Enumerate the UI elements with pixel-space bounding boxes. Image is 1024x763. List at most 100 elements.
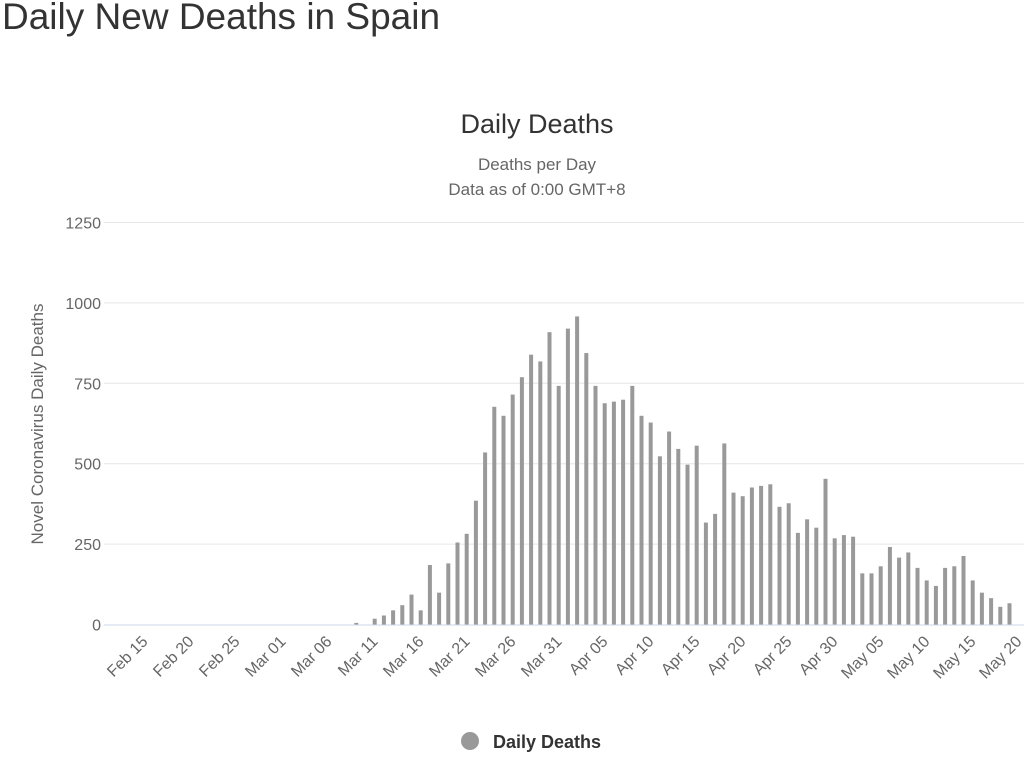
page-title: Daily New Deaths in Spain (2, 0, 441, 37)
bar[interactable]: Mar 21: 282 (464, 533, 469, 625)
bar[interactable]: Apr 12: 600 (667, 431, 672, 625)
bar[interactable]: Mar 27: 769 (519, 377, 524, 625)
bar[interactable]: Apr 03: 844 (584, 353, 589, 625)
bar[interactable]: May 12: 176 (943, 567, 948, 625)
y-tick-label: 750 (74, 376, 101, 393)
bar[interactable]: May 18: 55 (998, 606, 1003, 625)
bar[interactable]: Mar 15: 93 (409, 594, 414, 625)
bar[interactable]: May 13: 181 (952, 566, 957, 625)
y-axis-label: Novel Coronavirus Daily Deaths (28, 304, 47, 545)
bar[interactable]: Apr 08: 742 (630, 385, 635, 625)
bar[interactable]: May 09: 176 (915, 567, 920, 625)
x-tick-label: May 05 (838, 633, 887, 682)
bar[interactable]: Apr 15: 556 (694, 445, 699, 625)
x-tick-label: May 20 (976, 633, 1024, 682)
bar[interactable]: Mar 22: 385 (473, 500, 478, 625)
bar[interactable]: Mar 17: 185 (427, 565, 432, 625)
legend-marker (461, 732, 479, 750)
x-tick-label: Apr 25 (750, 633, 795, 678)
bar[interactable]: Mar 29: 818 (538, 361, 543, 625)
bar[interactable]: May 05: 181 (878, 566, 883, 625)
bar[interactable]: Apr 22: 431 (759, 485, 764, 625)
x-tick-label: Apr 15 (658, 633, 703, 678)
bar[interactable]: May 03: 159 (860, 573, 865, 625)
bar[interactable]: Apr 04: 742 (593, 385, 598, 625)
bar[interactable]: May 07: 208 (897, 557, 902, 625)
x-tick-label: Apr 30 (796, 633, 841, 678)
chart-title: Daily Deaths (460, 109, 613, 139)
legend-label: Daily Deaths (493, 732, 601, 752)
bar[interactable]: May 17: 82 (989, 598, 994, 625)
bar[interactable]: Mar 19: 190 (446, 563, 451, 625)
bar[interactable]: Apr 24: 366 (777, 506, 782, 625)
bar[interactable]: May 19: 66 (1007, 603, 1012, 625)
bar[interactable]: Mar 30: 909 (547, 332, 552, 625)
x-tick-label: Mar 26 (472, 633, 519, 680)
x-tick-label: May 10 (884, 633, 933, 682)
bar[interactable]: Apr 07: 699 (621, 399, 626, 625)
bar[interactable]: Apr 17: 344 (713, 513, 718, 625)
x-tick-label: Mar 11 (335, 633, 381, 679)
bar[interactable]: Mar 25: 649 (501, 415, 506, 625)
x-tick-label: Apr 10 (612, 633, 657, 678)
bar[interactable]: Apr 16: 317 (703, 522, 708, 625)
bar[interactable]: Apr 25: 377 (786, 503, 791, 625)
chart-subtitle-1: Deaths per Day (478, 155, 597, 174)
bar[interactable]: Apr 10: 628 (648, 422, 653, 625)
bar[interactable]: Apr 27: 327 (805, 519, 810, 625)
bar[interactable]: Mar 11: 18 (372, 618, 377, 625)
bar[interactable]: May 04: 159 (869, 573, 874, 625)
bar[interactable]: Apr 28: 301 (814, 527, 819, 625)
bar[interactable]: May 15: 137 (970, 580, 975, 625)
bar[interactable]: Mar 18: 99 (437, 592, 442, 625)
bar[interactable]: May 10: 137 (924, 580, 929, 625)
bar[interactable]: Mar 26: 715 (510, 394, 515, 625)
bar[interactable]: Mar 28: 839 (529, 354, 534, 625)
x-tick-label: Apr 20 (704, 633, 749, 678)
y-tick-label: 1000 (65, 296, 101, 313)
bar[interactable]: May 01: 278 (841, 535, 846, 625)
bar[interactable]: Mar 12: 28 (381, 615, 386, 625)
bar[interactable]: May 06: 241 (887, 546, 892, 625)
bar[interactable]: Apr 20: 399 (740, 496, 745, 625)
bar[interactable]: Apr 18: 563 (722, 443, 727, 625)
bar[interactable]: Apr 05: 688 (602, 403, 607, 625)
bar[interactable]: Apr 14: 497 (685, 464, 690, 625)
bar[interactable]: May 08: 224 (906, 552, 911, 625)
bar[interactable]: Apr 30: 268 (832, 538, 837, 625)
bar[interactable]: Mar 09: 5 (354, 622, 359, 625)
bar[interactable]: Mar 23: 535 (483, 452, 488, 625)
bar[interactable]: Mar 14: 60 (400, 605, 405, 625)
bar[interactable]: Apr 02: 958 (575, 316, 580, 625)
bar[interactable]: Apr 13: 546 (676, 448, 681, 625)
y-tick-label: 250 (74, 537, 101, 554)
bar[interactable]: Apr 19: 410 (731, 492, 736, 625)
x-tick-label: Feb 25 (196, 633, 243, 680)
x-tick-label: Feb 15 (104, 633, 151, 680)
bar[interactable]: May 11: 120 (933, 585, 938, 625)
bar[interactable]: Apr 23: 436 (768, 484, 773, 625)
bar[interactable]: Apr 21: 426 (749, 487, 754, 625)
bar[interactable]: Mar 31: 742 (556, 385, 561, 625)
bar[interactable]: Mar 13: 44 (391, 610, 396, 625)
bar[interactable]: Apr 09: 649 (639, 415, 644, 625)
x-tick-label: May 15 (930, 633, 979, 682)
bar[interactable]: Apr 01: 920 (565, 328, 570, 625)
bar[interactable]: May 14: 213 (961, 555, 966, 625)
y-tick-label: 0 (92, 618, 101, 635)
x-tick-label: Mar 31 (518, 633, 565, 680)
bar[interactable]: May 02: 273 (851, 536, 856, 625)
x-tick-label: Mar 06 (288, 633, 335, 680)
x-tick-label: Feb 20 (150, 633, 197, 680)
bar[interactable]: Apr 29: 453 (823, 478, 828, 625)
bar[interactable]: May 16: 99 (979, 592, 984, 625)
bar[interactable]: Apr 11: 523 (657, 456, 662, 625)
x-tick-label: Apr 05 (566, 633, 611, 678)
bar[interactable]: Apr 06: 693 (611, 401, 616, 625)
bar[interactable]: Mar 24: 677 (492, 406, 497, 625)
bar[interactable]: Mar 16: 44 (418, 610, 423, 625)
legend-item-daily-deaths[interactable]: Daily Deaths (461, 732, 601, 752)
bar[interactable]: Apr 26: 285 (795, 532, 800, 625)
bar[interactable]: Mar 20: 255 (455, 542, 460, 625)
